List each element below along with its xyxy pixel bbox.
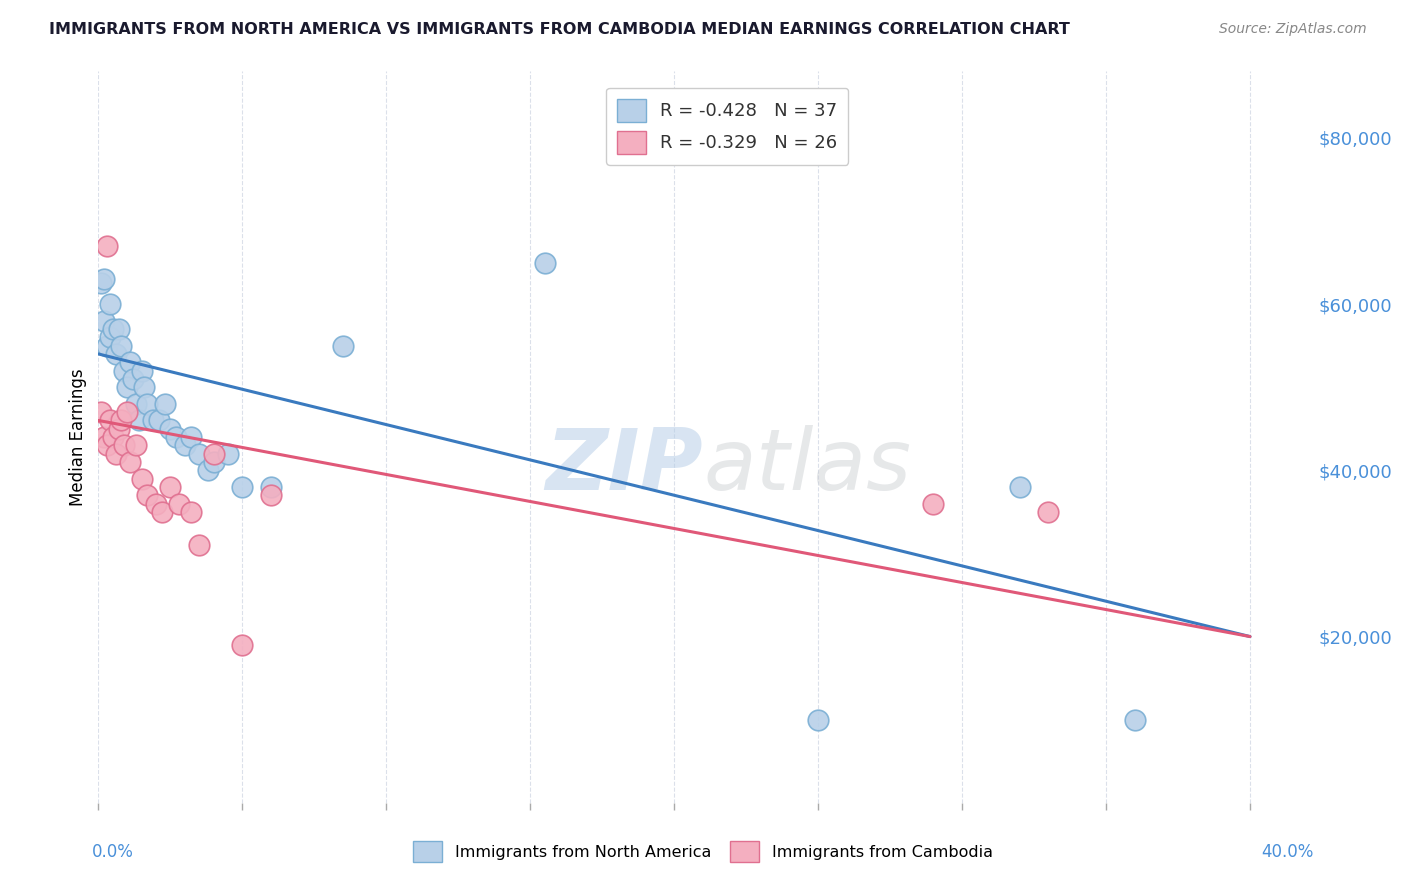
Point [202,455,225,469]
Point [167,497,190,511]
Point [134,380,156,394]
Point [188,447,211,461]
Point [1008,480,1031,494]
Point [110,338,132,352]
Point [115,380,138,394]
Point [125,438,148,452]
Point [807,713,830,727]
Point [159,480,181,494]
Point [1038,505,1060,519]
Point [142,413,165,427]
Point [260,488,283,502]
Point [115,405,138,419]
Point [98,297,121,311]
Point [188,538,211,552]
Point [128,413,150,427]
Point [231,638,253,652]
Point [104,447,127,461]
Point [125,397,148,411]
Point [104,347,127,361]
Point [533,255,555,269]
Point [136,488,159,502]
Point [90,405,112,419]
Point [131,472,153,486]
Point [93,272,115,286]
Point [96,239,118,253]
Point [180,505,202,519]
Text: 40.0%: 40.0% [1261,843,1313,861]
Point [98,330,121,344]
Point [148,413,170,427]
Point [122,372,145,386]
Point [1123,713,1146,727]
Point [131,363,153,377]
Y-axis label: Median Earnings: Median Earnings [69,368,87,506]
Point [180,430,202,444]
Point [150,505,173,519]
Point [96,338,118,352]
Point [101,322,124,336]
Text: ZIP: ZIP [546,425,703,508]
Point [98,413,121,427]
Point [202,447,225,461]
Point [231,480,253,494]
Point [93,430,115,444]
Point [165,430,187,444]
Point [107,422,129,436]
Point [260,480,283,494]
Legend: R = -0.428   N = 37, R = -0.329   N = 26: R = -0.428 N = 37, R = -0.329 N = 26 [606,87,848,165]
Point [136,397,159,411]
Point [107,322,129,336]
Point [197,463,219,477]
Point [96,438,118,452]
Point [120,455,142,469]
Point [93,314,115,328]
Text: 0.0%: 0.0% [93,843,134,861]
Point [112,438,135,452]
Legend: Immigrants from North America, Immigrants from Cambodia: Immigrants from North America, Immigrant… [406,835,1000,868]
Text: Source: ZipAtlas.com: Source: ZipAtlas.com [1219,22,1367,37]
Point [101,430,124,444]
Point [112,363,135,377]
Point [145,497,167,511]
Point [922,497,945,511]
Text: atlas: atlas [703,425,911,508]
Point [217,447,239,461]
Point [110,413,132,427]
Point [90,277,112,291]
Text: IMMIGRANTS FROM NORTH AMERICA VS IMMIGRANTS FROM CAMBODIA MEDIAN EARNINGS CORREL: IMMIGRANTS FROM NORTH AMERICA VS IMMIGRA… [49,22,1070,37]
Point [120,355,142,369]
Point [173,438,195,452]
Point [332,338,354,352]
Point [159,422,181,436]
Point [153,397,176,411]
